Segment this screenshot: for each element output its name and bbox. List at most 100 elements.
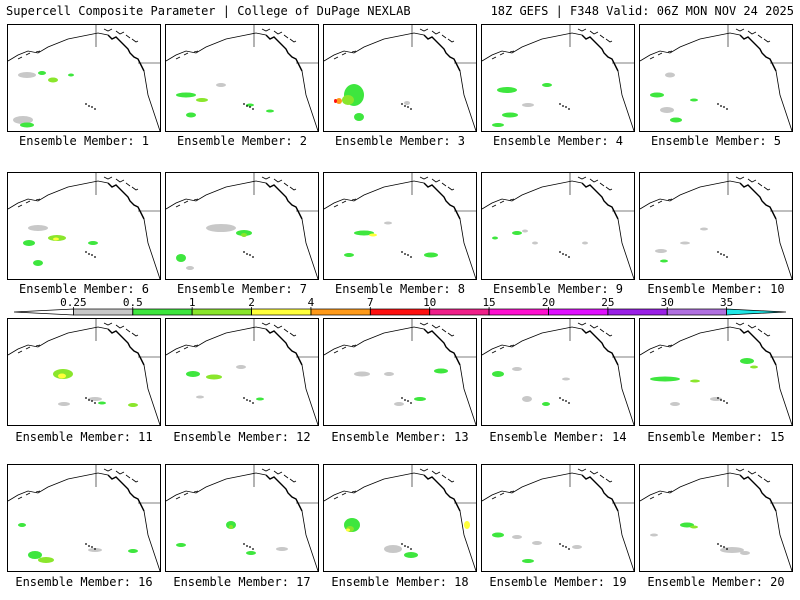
ensemble-panel-16 bbox=[7, 464, 161, 572]
hawaii-island bbox=[85, 103, 87, 105]
alaska-coastline bbox=[482, 32, 583, 62]
color-scale-segment bbox=[132, 308, 193, 316]
ensemble-panel-8 bbox=[323, 172, 477, 280]
scp-map bbox=[324, 319, 476, 425]
hawaii-island bbox=[407, 106, 409, 108]
scp-shading bbox=[572, 545, 582, 549]
ensemble-member-label: Ensemble Member: 11 bbox=[15, 430, 153, 444]
islands-outline bbox=[491, 28, 613, 60]
scp-shading bbox=[88, 548, 102, 552]
scp-shading bbox=[196, 395, 204, 399]
hawaii-island bbox=[562, 253, 564, 255]
bc-coastline bbox=[581, 328, 619, 366]
ensemble-panel-5 bbox=[639, 24, 793, 132]
hawaii-island bbox=[565, 400, 567, 402]
scp-map bbox=[324, 25, 476, 131]
scp-shading bbox=[665, 72, 675, 78]
hawaii-island bbox=[717, 543, 719, 545]
scp-map bbox=[482, 465, 634, 571]
scp-shading bbox=[700, 227, 708, 231]
hawaii-island bbox=[249, 254, 251, 256]
scp-shading bbox=[655, 249, 667, 253]
color-scale-segment bbox=[369, 308, 431, 316]
us-west-coastline bbox=[775, 70, 792, 131]
page-title: Supercell Composite Parameter | College … bbox=[6, 4, 411, 18]
us-west-coastline bbox=[617, 70, 634, 131]
hawaii-island bbox=[91, 400, 93, 402]
islands-outline bbox=[175, 468, 297, 500]
alaska-coastline bbox=[640, 472, 741, 502]
scp-shading bbox=[404, 552, 418, 558]
scp-shading bbox=[186, 266, 194, 270]
alaska-coastline bbox=[8, 180, 109, 210]
scp-shading bbox=[512, 367, 522, 371]
us-west-coastline bbox=[459, 70, 476, 131]
bc-coastline bbox=[423, 474, 461, 512]
bc-coastline bbox=[107, 474, 145, 512]
scp-map bbox=[8, 319, 160, 425]
hawaii-island bbox=[559, 543, 561, 545]
color-scale-tick-label: 1 bbox=[189, 296, 196, 309]
scp-shading bbox=[176, 254, 186, 262]
hawaii-island bbox=[243, 251, 245, 253]
alaska-coastline bbox=[640, 326, 741, 356]
hawaii-island bbox=[249, 400, 251, 402]
scp-shading bbox=[206, 224, 236, 232]
hawaii-island bbox=[94, 108, 96, 110]
us-west-coastline bbox=[775, 218, 792, 279]
ensemble-member-label: Ensemble Member: 19 bbox=[489, 575, 627, 589]
scp-shading bbox=[680, 241, 690, 245]
ensemble-panel-20 bbox=[639, 464, 793, 572]
ensemble-member-label: Ensemble Member: 6 bbox=[18, 282, 150, 296]
scp-map bbox=[8, 465, 160, 571]
scp-shading bbox=[13, 116, 33, 124]
alaska-coastline bbox=[166, 472, 267, 502]
islands-outline bbox=[649, 468, 771, 500]
scp-shading bbox=[492, 236, 498, 240]
hawaii-island bbox=[91, 106, 93, 108]
ensemble-member-label: Ensemble Member: 18 bbox=[331, 575, 469, 589]
ensemble-panel-7 bbox=[165, 172, 319, 280]
hawaii-island bbox=[717, 103, 719, 105]
hawaii-island bbox=[565, 106, 567, 108]
hawaii-island bbox=[568, 402, 570, 404]
hawaii-island bbox=[568, 256, 570, 258]
scp-shading bbox=[18, 523, 26, 527]
scp-shading bbox=[88, 397, 102, 401]
us-west-coastline bbox=[301, 510, 318, 571]
alaska-coastline bbox=[8, 326, 109, 356]
ensemble-member-label: Ensemble Member: 13 bbox=[331, 430, 469, 444]
hawaii-island bbox=[404, 105, 406, 107]
islands-outline bbox=[17, 176, 139, 208]
scp-shading bbox=[246, 551, 256, 555]
us-west-coastline bbox=[143, 364, 160, 425]
hawaii-island bbox=[410, 402, 412, 404]
bc-coastline bbox=[107, 328, 145, 366]
ensemble-member-label: Ensemble Member: 8 bbox=[334, 282, 466, 296]
hawaii-island bbox=[720, 253, 722, 255]
hawaii-island bbox=[559, 397, 561, 399]
scp-shading bbox=[38, 71, 46, 75]
hawaii-island bbox=[565, 546, 567, 548]
hawaii-island bbox=[717, 251, 719, 253]
alaska-coastline bbox=[166, 326, 267, 356]
ensemble-member-label: Ensemble Member: 10 bbox=[647, 282, 785, 296]
hawaii-island bbox=[401, 103, 403, 105]
bc-coastline bbox=[265, 34, 303, 72]
hawaii-island bbox=[720, 399, 722, 401]
scp-shading bbox=[128, 403, 138, 407]
scp-map bbox=[640, 465, 792, 571]
hawaii-island bbox=[246, 253, 248, 255]
scp-shading bbox=[522, 229, 528, 233]
hawaii-island bbox=[723, 106, 725, 108]
us-west-coastline bbox=[459, 218, 476, 279]
ensemble-panel-14 bbox=[481, 318, 635, 426]
hawaii-island bbox=[91, 254, 93, 256]
scp-shading bbox=[23, 240, 35, 246]
scp-shading bbox=[384, 545, 402, 553]
bc-coastline bbox=[265, 474, 303, 512]
ensemble-member-label: Ensemble Member: 20 bbox=[647, 575, 785, 589]
hawaii-island bbox=[91, 546, 93, 548]
ensemble-member-label: Ensemble Member: 12 bbox=[173, 430, 311, 444]
alaska-coastline bbox=[8, 32, 109, 62]
